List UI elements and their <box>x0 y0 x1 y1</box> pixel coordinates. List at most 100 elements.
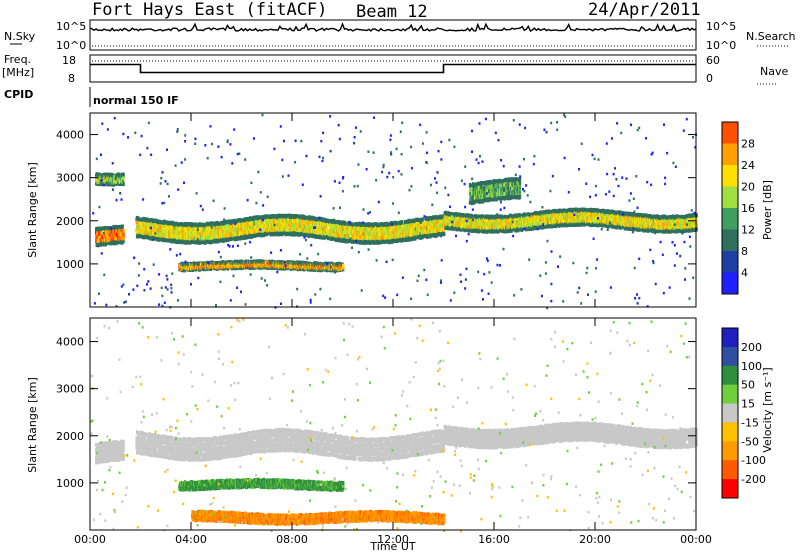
heatmap-cell <box>214 231 217 236</box>
heatmap-cell <box>247 217 250 222</box>
heatmap-cell <box>110 240 113 245</box>
nsearch-tick-min: 10^0 <box>706 39 736 52</box>
heatmap-cell <box>138 225 142 230</box>
date-label: 24/Apr/2011 <box>588 0 701 20</box>
heatmap-cell <box>104 226 107 231</box>
nsky-panel <box>89 19 697 51</box>
heatmap-cell <box>342 263 345 268</box>
heatmap-cell <box>253 221 256 226</box>
heatmap-cell <box>136 220 139 225</box>
heatmap-cell <box>213 235 216 240</box>
heatmap-cell <box>140 225 143 230</box>
heatmap-cell <box>206 231 209 236</box>
heatmap-cell <box>95 239 98 244</box>
heatmap-cell <box>295 214 299 219</box>
heatmap-cell <box>251 220 254 225</box>
heatmap-cell <box>201 239 204 244</box>
heatmap-cell <box>182 226 186 231</box>
nsky-line <box>89 22 697 33</box>
beam-label: Beam 12 <box>356 2 428 22</box>
heatmap-cell <box>248 225 252 230</box>
nsky-tick-min: 10^0 <box>56 39 86 52</box>
heatmap-cell <box>192 222 195 227</box>
heatmap-cell <box>248 221 251 226</box>
freq-label: Freq. <box>4 53 31 66</box>
heatmap-cell <box>234 227 237 232</box>
heatmap-cell <box>122 232 125 237</box>
heatmap-cell <box>138 217 141 222</box>
nsky-tick-max: 10^5 <box>56 20 86 33</box>
heatmap-cell <box>232 232 236 237</box>
freq-tick-max: 18 <box>62 54 76 67</box>
heatmap-cell <box>265 231 269 236</box>
heatmap-cell <box>166 228 170 233</box>
heatmap-cell <box>190 236 193 241</box>
nave-label: Nave <box>760 65 788 78</box>
heatmap-cell <box>119 228 122 233</box>
heatmap-cell <box>166 224 170 229</box>
heatmap-cell <box>112 236 116 241</box>
cpid-value: normal 150 IF <box>93 94 179 107</box>
nave-tick-min: 0 <box>706 72 713 85</box>
nsearch-label: N.Search <box>746 30 796 43</box>
heatmap-cell <box>137 233 141 238</box>
heatmap-cell <box>135 230 139 235</box>
heatmap-cell <box>122 236 125 241</box>
heatmap-cell <box>186 226 190 231</box>
heatmap-cell <box>184 236 187 241</box>
heatmap-cell <box>164 220 167 225</box>
heatmap-cell <box>203 223 207 228</box>
heatmap-cell <box>210 240 213 245</box>
heatmap-cell <box>231 236 234 241</box>
heatmap-cell <box>122 239 125 244</box>
heatmap-cell <box>258 215 261 220</box>
heatmap-cell <box>162 224 165 228</box>
heatmap-cell <box>199 227 203 232</box>
heatmap-cell <box>268 228 271 233</box>
heatmap-cell <box>443 232 446 237</box>
cpid-label: CPID <box>4 88 33 101</box>
heatmap-cell <box>163 228 166 233</box>
heatmap-cell <box>219 221 222 226</box>
heatmap-cell <box>98 234 101 239</box>
freq-tick-min: 8 <box>68 72 75 85</box>
heatmap-cell <box>100 237 103 242</box>
heatmap-cell <box>181 222 185 227</box>
heatmap-cell <box>421 217 424 222</box>
heatmap-cell <box>265 214 269 219</box>
nsky-label: N.Sky <box>4 30 36 43</box>
heatmap-cell <box>99 234 102 239</box>
heatmap-cell <box>107 241 111 245</box>
heatmap-cell <box>197 226 200 231</box>
nave-tick-max: 60 <box>706 54 720 67</box>
heatmap-cell <box>217 239 220 244</box>
freq-panel <box>89 54 697 83</box>
heatmap-cell <box>255 232 259 237</box>
heatmap-cell <box>106 240 109 245</box>
heatmap-cell <box>159 220 163 225</box>
heatmap-cell <box>231 224 234 229</box>
heatmap-cell <box>168 238 171 243</box>
heatmap-cell <box>120 228 123 233</box>
heatmap-cell <box>179 227 182 231</box>
radar-title: Fort Hays East (fitACF) <box>92 0 327 20</box>
heatmap-cell <box>96 238 100 243</box>
heatmap-cell <box>173 230 176 235</box>
power-heatmap <box>92 113 698 310</box>
heatmap-cell <box>197 236 201 241</box>
heatmap-cell <box>254 220 258 225</box>
heatmap-cell <box>151 231 154 236</box>
heatmap-cell <box>161 238 164 243</box>
heatmap-cell <box>122 228 125 233</box>
freq-unit: [MHz] <box>2 66 34 79</box>
freq-line <box>90 63 696 74</box>
heatmap-cell <box>400 220 404 224</box>
heatmap-cell <box>223 237 226 242</box>
heatmap-cell <box>238 231 242 236</box>
heatmap-cell <box>222 221 225 226</box>
heatmap-cell <box>194 231 198 236</box>
heatmap-cell <box>314 221 317 226</box>
heatmap-cell <box>158 219 161 224</box>
heatmap-cell <box>152 235 155 240</box>
